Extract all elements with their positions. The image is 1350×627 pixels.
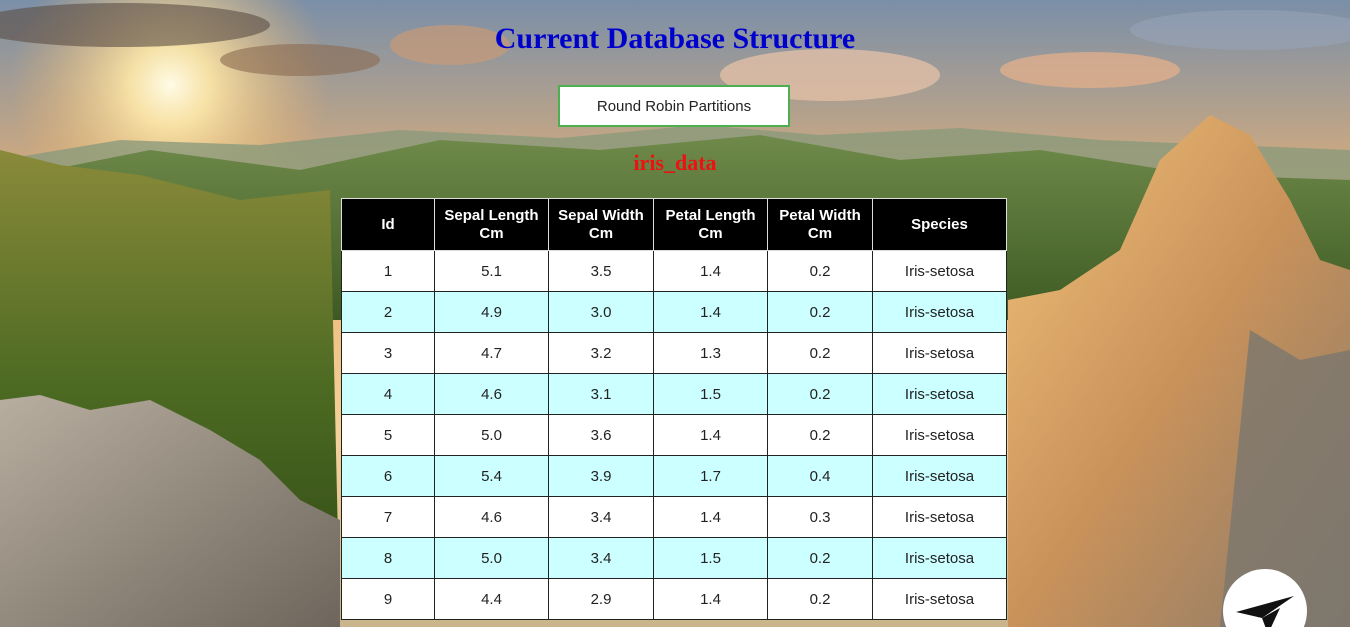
- table-row: 4 4.6 3.1 1.5 0.2 Iris-setosa: [341, 373, 1007, 415]
- cell-petal-width: 0.2: [767, 250, 873, 292]
- cell-sepal-width: 3.2: [548, 332, 654, 374]
- cell-petal-length: 1.5: [653, 537, 768, 579]
- cell-petal-width: 0.2: [767, 373, 873, 415]
- cell-petal-length: 1.3: [653, 332, 768, 374]
- table-header-row: Id Sepal Length Cm Sepal Width Cm Petal …: [341, 198, 1007, 251]
- cell-petal-width: 0.2: [767, 578, 873, 620]
- cell-id: 2: [341, 291, 435, 333]
- cell-id: 3: [341, 332, 435, 374]
- cell-sepal-width: 2.9: [548, 578, 654, 620]
- column-header-id: Id: [341, 198, 435, 251]
- column-header-petal-length: Petal Length Cm: [653, 198, 768, 251]
- cell-sepal-length: 5.1: [434, 250, 549, 292]
- arrow-badge-icon[interactable]: [1222, 568, 1308, 627]
- cell-id: 1: [341, 250, 435, 292]
- cell-species: Iris-setosa: [872, 291, 1007, 333]
- cell-sepal-length: 5.0: [434, 414, 549, 456]
- cell-petal-length: 1.4: [653, 414, 768, 456]
- cell-petal-width: 0.2: [767, 537, 873, 579]
- cell-species: Iris-setosa: [872, 250, 1007, 292]
- table-name-heading: iris_data: [633, 150, 717, 175]
- column-header-species: Species: [872, 198, 1007, 251]
- table-row: 7 4.6 3.4 1.4 0.3 Iris-setosa: [341, 496, 1007, 538]
- table-row: 5 5.0 3.6 1.4 0.2 Iris-setosa: [341, 414, 1007, 456]
- cell-petal-width: 0.4: [767, 455, 873, 497]
- cell-sepal-length: 5.0: [434, 537, 549, 579]
- table-row: 9 4.4 2.9 1.4 0.2 Iris-setosa: [341, 578, 1007, 620]
- cell-petal-length: 1.4: [653, 291, 768, 333]
- cell-petal-length: 1.5: [653, 373, 768, 415]
- cell-sepal-length: 5.4: [434, 455, 549, 497]
- cell-id: 4: [341, 373, 435, 415]
- cell-petal-length: 1.4: [653, 578, 768, 620]
- cell-sepal-width: 3.5: [548, 250, 654, 292]
- cell-sepal-length: 4.6: [434, 373, 549, 415]
- cell-id: 8: [341, 537, 435, 579]
- table-row: 1 5.1 3.5 1.4 0.2 Iris-setosa: [341, 250, 1007, 292]
- cell-id: 6: [341, 455, 435, 497]
- column-header-sepal-width: Sepal Width Cm: [548, 198, 654, 251]
- round-robin-partitions-button[interactable]: Round Robin Partitions: [558, 85, 790, 127]
- cell-sepal-width: 3.9: [548, 455, 654, 497]
- cell-petal-width: 0.2: [767, 414, 873, 456]
- cell-species: Iris-setosa: [872, 373, 1007, 415]
- cell-sepal-width: 3.4: [548, 537, 654, 579]
- cell-sepal-length: 4.9: [434, 291, 549, 333]
- cell-petal-length: 1.4: [653, 250, 768, 292]
- cell-id: 9: [341, 578, 435, 620]
- cell-sepal-width: 3.1: [548, 373, 654, 415]
- cell-sepal-length: 4.7: [434, 332, 549, 374]
- cell-sepal-width: 3.6: [548, 414, 654, 456]
- cell-sepal-length: 4.4: [434, 578, 549, 620]
- cell-species: Iris-setosa: [872, 578, 1007, 620]
- cell-species: Iris-setosa: [872, 414, 1007, 456]
- cell-petal-length: 1.7: [653, 455, 768, 497]
- cell-petal-width: 0.2: [767, 332, 873, 374]
- table-row: 2 4.9 3.0 1.4 0.2 Iris-setosa: [341, 291, 1007, 333]
- cell-id: 5: [341, 414, 435, 456]
- cell-species: Iris-setosa: [872, 332, 1007, 374]
- table-row: 6 5.4 3.9 1.7 0.4 Iris-setosa: [341, 455, 1007, 497]
- table-row: 3 4.7 3.2 1.3 0.2 Iris-setosa: [341, 332, 1007, 374]
- iris-data-table: Id Sepal Length Cm Sepal Width Cm Petal …: [341, 198, 1007, 620]
- cell-species: Iris-setosa: [872, 537, 1007, 579]
- cell-species: Iris-setosa: [872, 455, 1007, 497]
- column-header-sepal-length: Sepal Length Cm: [434, 198, 549, 251]
- column-header-petal-width: Petal Width Cm: [767, 198, 873, 251]
- cell-sepal-length: 4.6: [434, 496, 549, 538]
- cell-petal-width: 0.3: [767, 496, 873, 538]
- cell-id: 7: [341, 496, 435, 538]
- cell-sepal-width: 3.4: [548, 496, 654, 538]
- cell-species: Iris-setosa: [872, 496, 1007, 538]
- page-title: Current Database Structure: [494, 22, 856, 55]
- cell-sepal-width: 3.0: [548, 291, 654, 333]
- cell-petal-length: 1.4: [653, 496, 768, 538]
- table-row: 8 5.0 3.4 1.5 0.2 Iris-setosa: [341, 537, 1007, 579]
- cell-petal-width: 0.2: [767, 291, 873, 333]
